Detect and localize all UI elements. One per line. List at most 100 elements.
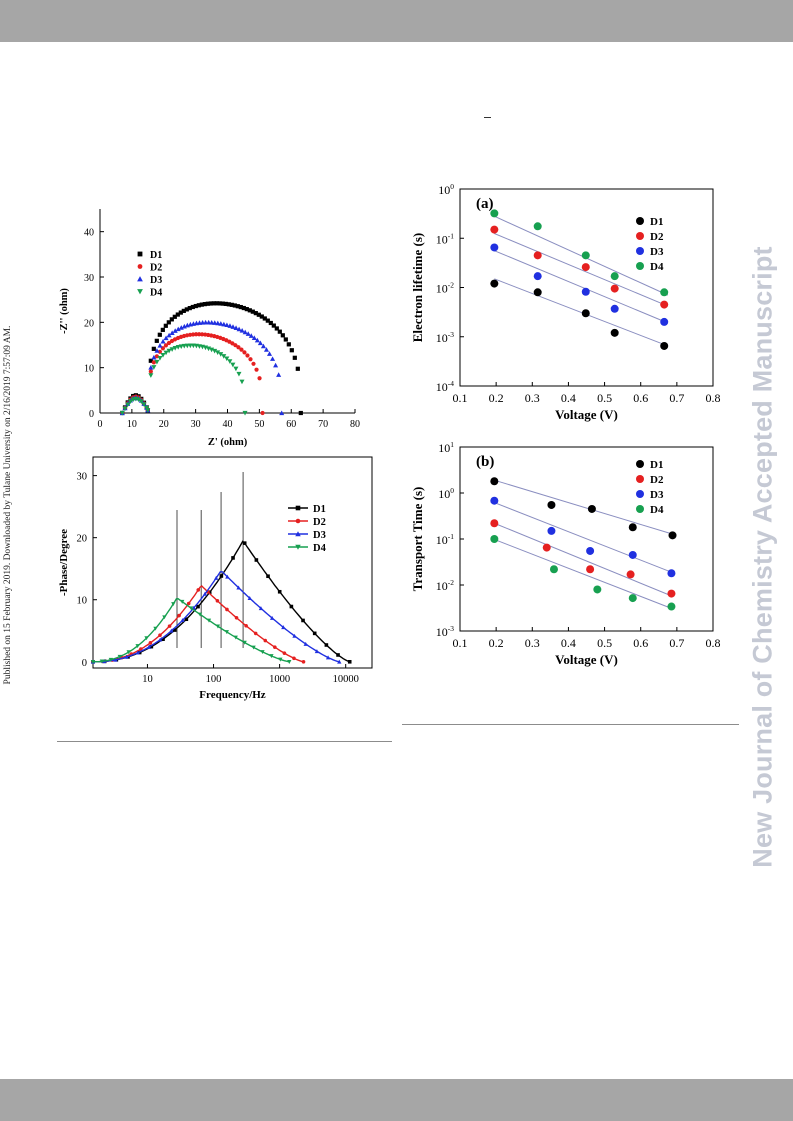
lifetime-point-d4	[533, 222, 542, 231]
bode-point-d3	[236, 585, 241, 590]
bode-point-d2	[301, 659, 306, 664]
nyquist-point-d4	[215, 350, 221, 356]
bode-point-d3	[146, 644, 152, 649]
nyquist-point-d4	[236, 371, 242, 377]
nyquist-point-d2	[233, 343, 238, 348]
nyquist-point-d1	[244, 307, 249, 312]
nyquist-point-d1	[241, 305, 246, 311]
bode-legend-marker-d2	[295, 518, 301, 524]
nyquist-point-d3	[151, 354, 157, 360]
nyquist-point-d2	[157, 349, 162, 354]
bode-point-d4	[260, 650, 265, 655]
lifetime-y-tick-label: 10-3	[436, 330, 454, 345]
bode-point-d3	[314, 649, 320, 654]
nyquist-y-tick-label: 0	[89, 409, 94, 420]
bode-legend-marker-d1	[295, 505, 301, 511]
nyquist-point-d2	[260, 410, 265, 416]
nyquist-legend-label-d3: D3	[150, 275, 162, 286]
nyquist-point-d3	[209, 320, 215, 325]
bode-point-d1	[289, 604, 294, 609]
nyquist-y-tick-label: 20	[84, 318, 94, 329]
nyquist-point-d1	[169, 317, 174, 322]
nyquist-x-tick-label: 60	[286, 419, 296, 430]
nyquist-legend-marker-d2	[137, 264, 143, 269]
transport-legend-label-d2: D2	[650, 474, 664, 486]
nyquist-point-d3	[169, 330, 175, 335]
lifetime-point-d1	[581, 309, 590, 318]
nyquist-point-d1	[238, 304, 243, 310]
bode-point-d4	[251, 645, 256, 650]
transport-panel-title: (b)	[476, 454, 494, 470]
lifetime-point-d2	[490, 225, 499, 234]
nyquist-point-d3	[154, 348, 160, 353]
lifetime-point-d4	[490, 209, 499, 218]
nyquist-point-d1	[253, 311, 258, 316]
nyquist-point-d4	[119, 410, 125, 416]
nyquist-point-d4	[138, 399, 144, 404]
nyquist-point-d3	[230, 324, 236, 329]
nyquist-point-d4	[163, 350, 169, 356]
bode-point-d2	[273, 645, 277, 649]
bode-point-d4	[171, 602, 176, 607]
nyquist-point-d3	[242, 329, 248, 335]
nyquist-point-d3	[221, 321, 227, 327]
bode-point-d2	[263, 638, 268, 643]
lifetime-point-d1	[490, 279, 499, 288]
transport-point-d1	[490, 477, 499, 486]
bode-frame	[92, 456, 373, 669]
nyquist-x-tick-label: 40	[223, 419, 233, 430]
lifetime-x-tick-label: 0.8	[706, 391, 721, 405]
bode-point-d2	[139, 647, 143, 651]
nyquist-point-d3	[224, 322, 230, 328]
nyquist-point-d3	[178, 325, 184, 330]
bode-x-tick-label: 10000	[333, 674, 359, 685]
bode-point-d4	[99, 659, 105, 664]
nyquist-point-d4	[218, 352, 224, 357]
lifetime-point-d3	[533, 272, 542, 281]
nyquist-point-d4	[166, 348, 172, 354]
nyquist-point-d3	[172, 328, 178, 333]
bode-x-tick-label: 100	[206, 674, 222, 685]
bode-point-d4	[215, 624, 221, 629]
nyquist-point-d4	[233, 366, 239, 372]
bode-point-d4	[162, 615, 167, 620]
transport-point-d3	[667, 569, 676, 578]
nyquist-point-d4	[175, 345, 181, 350]
nyquist-point-d3	[157, 342, 163, 348]
nyquist-point-d1	[214, 301, 219, 306]
nyquist-point-d1	[166, 320, 171, 325]
nyquist-point-d1	[280, 333, 285, 338]
nyquist-point-d4	[169, 347, 175, 352]
nyquist-y-tick-label: 10	[84, 364, 94, 375]
nyquist-point-d4	[122, 406, 128, 412]
nyquist-point-d4	[172, 345, 178, 351]
bode-point-d1	[336, 653, 340, 657]
bode-point-d2	[215, 599, 220, 603]
transport-legend-marker-d3	[636, 490, 644, 498]
nyquist-point-d2	[200, 332, 205, 337]
nyquist-point-d4	[144, 405, 150, 411]
lifetime-point-d3	[490, 243, 499, 252]
nyquist-point-d4	[160, 353, 166, 358]
bode-point-d2	[244, 623, 248, 628]
bode-point-d1	[196, 604, 200, 609]
transport-y-tick-label: 10-3	[436, 624, 454, 639]
nyquist-x-tick-label: 10	[127, 419, 137, 430]
nyquist-point-d3	[266, 351, 273, 356]
bode-point-d1	[184, 617, 189, 622]
nyquist-x-tick-label: 0	[98, 419, 103, 430]
lifetime-point-d4	[581, 251, 590, 260]
bode-point-d3	[292, 633, 297, 638]
transport-point-d2	[586, 565, 595, 574]
footer-bar	[0, 1079, 793, 1121]
transport-point-d2	[490, 519, 499, 528]
bode-point-d3	[269, 615, 275, 620]
lifetime-x-tick-label: 0.4	[561, 391, 576, 405]
lifetime-panel-title: (a)	[476, 196, 494, 212]
transport-point-d4	[628, 594, 637, 603]
lifetime-fit-line	[494, 233, 669, 307]
bode-point-d3	[158, 637, 163, 642]
bode-point-d1	[172, 628, 177, 632]
nyquist-point-d4	[209, 347, 215, 353]
